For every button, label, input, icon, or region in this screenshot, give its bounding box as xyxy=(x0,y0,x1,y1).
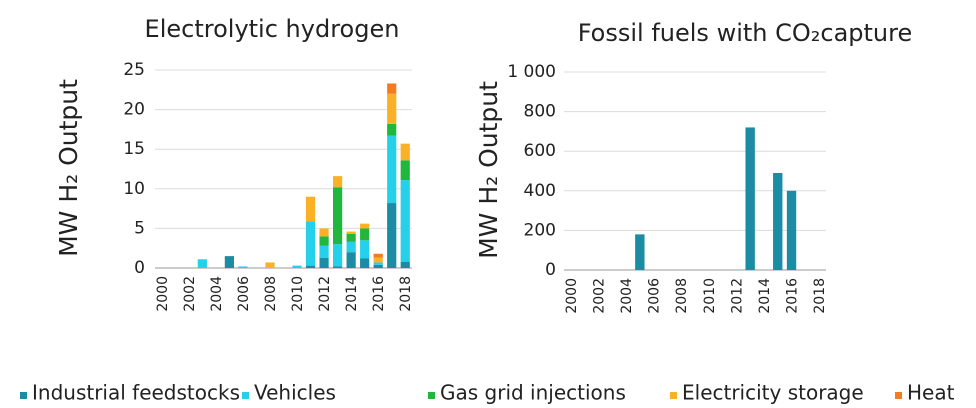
bar xyxy=(346,241,356,253)
legend-label: Industrial feedstocks xyxy=(32,381,240,405)
y-tick-label: 1 000 xyxy=(507,62,556,82)
y-tick-label: 10 xyxy=(123,179,145,199)
x-tick-label: 2002 xyxy=(182,276,198,312)
bar xyxy=(360,240,370,259)
legend-swatch xyxy=(242,392,249,399)
y-tick-label: 0 xyxy=(545,260,556,280)
x-tick-label: 2006 xyxy=(647,278,663,314)
x-tick-label: 2004 xyxy=(209,276,225,312)
x-tick-label: 2010 xyxy=(702,278,718,314)
legend-label: Electricity storage xyxy=(682,381,864,405)
x-tick-label: 2018 xyxy=(398,276,414,312)
bar xyxy=(360,223,370,229)
y-tick-label: 200 xyxy=(524,220,556,240)
legend-label: Gas grid injections xyxy=(440,381,626,405)
bar xyxy=(319,245,329,258)
x-tick-label: 2010 xyxy=(290,276,306,312)
bar xyxy=(319,236,329,246)
bar xyxy=(224,256,234,268)
bar xyxy=(387,83,397,94)
bar xyxy=(292,265,302,268)
y-axis-label: MW H₂ Output xyxy=(54,79,83,257)
x-tick-label: 2018 xyxy=(812,278,828,314)
bar xyxy=(635,234,645,270)
y-tick-label: 0 xyxy=(134,258,145,278)
bar xyxy=(373,262,383,265)
bar xyxy=(346,231,356,234)
x-tick-label: 2008 xyxy=(674,278,690,314)
bar xyxy=(333,266,343,268)
bar xyxy=(786,190,797,270)
bar xyxy=(319,257,329,268)
legend-label: Vehicles xyxy=(254,381,336,405)
bar xyxy=(400,180,410,262)
x-tick-label: 2012 xyxy=(317,276,333,312)
y-tick-label: 5 xyxy=(134,218,145,238)
bar xyxy=(400,160,410,181)
x-tick-label: 2016 xyxy=(785,278,801,314)
x-tick-label: 2000 xyxy=(155,276,171,312)
legend-label: Heat xyxy=(907,381,955,405)
x-tick-label: 2008 xyxy=(263,276,279,312)
bar xyxy=(745,127,755,270)
bar xyxy=(360,258,370,268)
x-tick-label: 2000 xyxy=(564,278,580,314)
bar xyxy=(346,233,356,242)
legend-swatch xyxy=(895,392,902,399)
chart-title: Fossil fuels with CO₂capture xyxy=(578,19,913,47)
bar xyxy=(387,135,397,204)
bar xyxy=(333,176,343,188)
bar xyxy=(360,228,370,241)
legend-swatch xyxy=(428,392,435,399)
legend-swatch xyxy=(20,392,27,399)
x-tick-label: 2002 xyxy=(591,278,607,314)
bar xyxy=(373,257,383,263)
bar xyxy=(387,123,397,136)
x-tick-label: 2014 xyxy=(757,278,773,314)
y-tick-label: 15 xyxy=(123,139,145,159)
bar xyxy=(373,253,383,258)
y-tick-label: 20 xyxy=(123,100,145,120)
bar xyxy=(305,265,316,268)
bar xyxy=(333,187,343,245)
bar xyxy=(238,266,248,268)
bar xyxy=(319,228,329,237)
bar xyxy=(400,143,410,161)
bar xyxy=(400,261,410,268)
bar xyxy=(305,196,316,222)
x-tick-label: 2004 xyxy=(619,278,635,314)
chart-title: Electrolytic hydrogen xyxy=(145,15,400,43)
x-tick-label: 2006 xyxy=(236,276,252,312)
bar xyxy=(373,264,383,268)
x-tick-label: 2012 xyxy=(729,278,745,314)
bar xyxy=(333,244,343,267)
y-tick-label: 400 xyxy=(524,181,556,201)
y-tick-label: 25 xyxy=(123,60,145,80)
bar xyxy=(197,259,207,268)
y-tick-label: 800 xyxy=(524,102,556,122)
bar xyxy=(387,203,397,268)
bar xyxy=(346,252,356,268)
bar xyxy=(387,93,397,124)
bar xyxy=(773,172,783,270)
x-tick-label: 2016 xyxy=(371,276,387,312)
x-tick-label: 2014 xyxy=(344,276,360,312)
y-tick-label: 600 xyxy=(524,141,556,161)
bar xyxy=(265,262,275,268)
bar xyxy=(305,221,316,266)
y-axis-label: MW H₂ Output xyxy=(474,81,503,259)
legend-swatch xyxy=(670,392,677,399)
